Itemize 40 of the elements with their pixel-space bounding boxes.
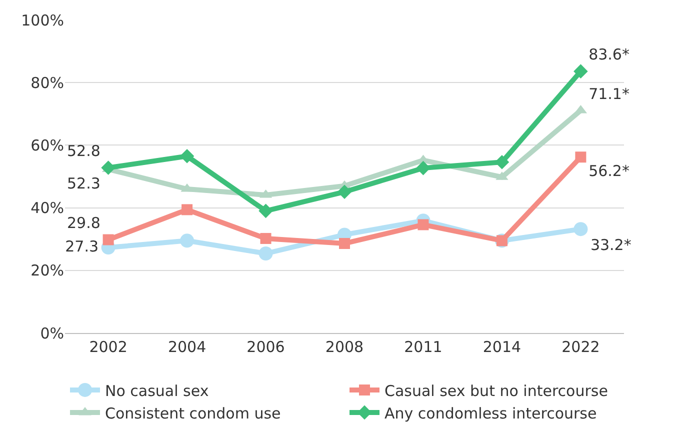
x-tick-label: 2011 [404, 338, 442, 356]
legend-label: Any condomless intercourse [384, 404, 597, 422]
x-tick-label: 2014 [482, 338, 522, 356]
point [180, 149, 194, 164]
x-tick-label: 2004 [168, 338, 206, 356]
data-label: 71.1* [588, 84, 630, 103]
data-label: 27.3 [65, 237, 99, 256]
y-tick-label: 80% [30, 74, 64, 92]
point [258, 246, 273, 260]
point [258, 204, 273, 218]
data-label: 29.8 [67, 214, 100, 232]
point [339, 238, 350, 249]
point [182, 204, 193, 216]
point [416, 160, 430, 176]
x-tick-label: 2006 [246, 338, 285, 356]
x-tick-label: 2022 [562, 338, 600, 356]
point [102, 234, 114, 246]
data-label: 52.8 [67, 142, 100, 160]
y-tick-label: 20% [30, 262, 64, 280]
point [260, 232, 272, 244]
y-tick-label: 40% [30, 199, 64, 218]
y-tick-label: 0% [40, 324, 64, 342]
legend-label: Casual sex but no intercourse [384, 382, 608, 400]
point [575, 152, 586, 163]
data-label: 56.2* [588, 162, 630, 180]
data-label: 33.2* [590, 236, 632, 254]
point [101, 160, 116, 175]
point [180, 234, 194, 248]
point [337, 184, 352, 199]
x-tick-label: 2008 [325, 338, 364, 356]
legend-label: Consistent condom use [105, 404, 281, 422]
data-label: 83.6* [588, 46, 630, 64]
legend-label: No casual sex [105, 382, 209, 400]
x-tick-label: 2002 [89, 338, 128, 356]
point [418, 219, 429, 230]
point [574, 222, 588, 236]
y-tick-label: 100% [21, 11, 64, 30]
data-label: 52.3 [67, 174, 100, 192]
point [574, 64, 588, 78]
y-tick-label: 60% [30, 136, 64, 154]
